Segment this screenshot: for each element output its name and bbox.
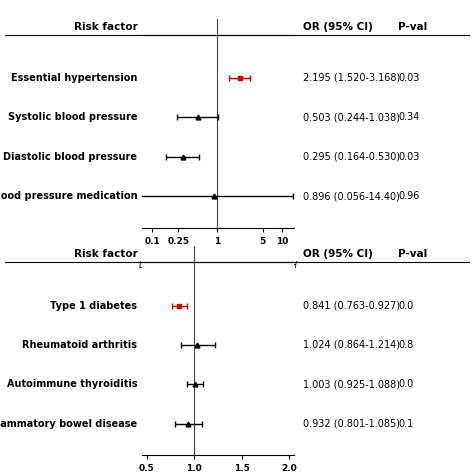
Text: Essential hypertension: Essential hypertension [11,73,137,83]
Text: Diastolic blood pressure: Diastolic blood pressure [3,152,137,162]
Text: Risk factor: Risk factor [74,22,137,32]
Text: 0.841 (0.763-0.927): 0.841 (0.763-0.927) [303,301,401,310]
Text: 0.0: 0.0 [398,301,413,310]
Text: 0.1: 0.1 [398,419,413,428]
Text: Higher odds of iNPH: Higher odds of iNPH [213,261,297,270]
Text: Systolic blood pressure: Systolic blood pressure [8,112,137,122]
Text: OR (95% CI): OR (95% CI) [303,249,373,259]
Text: 0.932 (0.801-1.085): 0.932 (0.801-1.085) [303,419,401,428]
Text: 0.295 (0.164-0.530): 0.295 (0.164-0.530) [303,152,401,162]
Text: Type 1 diabetes: Type 1 diabetes [50,301,137,310]
Text: 0.03: 0.03 [398,73,419,83]
Text: Rheumatoid arthritis: Rheumatoid arthritis [22,340,137,350]
Text: Risk factor: Risk factor [74,249,137,259]
Text: 1.003 (0.925-1.088): 1.003 (0.925-1.088) [303,379,401,389]
Text: Inflammatory bowel disease: Inflammatory bowel disease [0,419,137,428]
Text: OR (95% CI): OR (95% CI) [303,22,373,32]
Text: 1.024 (0.864-1.214): 1.024 (0.864-1.214) [303,340,401,350]
Text: P-val: P-val [398,22,428,32]
Text: 0.0: 0.0 [398,379,413,389]
Text: 2.195 (1.520-3.168): 2.195 (1.520-3.168) [303,73,401,83]
Text: Autoimmune thyroiditis: Autoimmune thyroiditis [7,379,137,389]
Text: 0.896 (0.056-14.40): 0.896 (0.056-14.40) [303,191,400,201]
Text: 0.34: 0.34 [398,112,419,122]
Text: Blood pressure medication: Blood pressure medication [0,191,137,201]
Text: 0.8: 0.8 [398,340,413,350]
Text: 0.96: 0.96 [398,191,419,201]
Text: 0.503 (0.244-1.038): 0.503 (0.244-1.038) [303,112,401,122]
Text: 0.03: 0.03 [398,152,419,162]
Text: Lower odds of iNPH: Lower odds of iNPH [139,261,220,270]
Text: P-val: P-val [398,249,428,259]
